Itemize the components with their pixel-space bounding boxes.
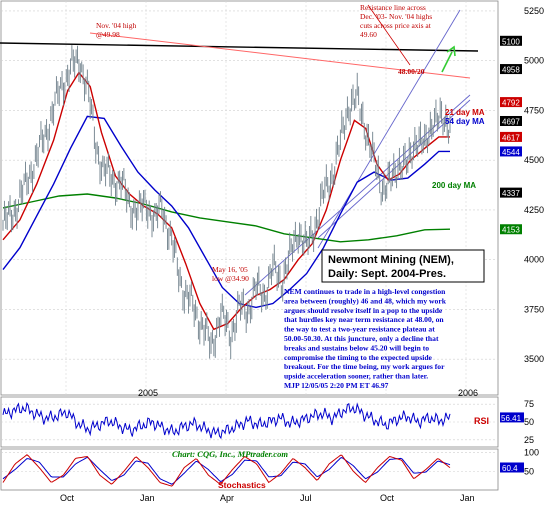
channel-base-line [244,94,471,296]
price-tag-label: 4617 [502,133,520,142]
annotation-may-low: May 16, '05 low @34.90 [212,265,249,283]
commentary-line: that hurdles key near term resistance at… [284,315,444,324]
stoch-y-tick-label: 100 [524,448,539,458]
projection-arrow [441,51,453,73]
y-tick-label: 4750 [524,105,544,115]
commentary-line: compromise the timing to the expected up… [284,353,433,362]
commentary-line: area between (roughly) 46 and 48, which … [284,296,447,305]
price-tag-box [500,146,522,157]
x-year-label: 2006 [458,388,478,398]
y-tick-label: 5000 [524,56,544,66]
price-tags: 5100 4958 4792 4697 4617 4544 4337 4153 [500,35,522,235]
commentary-line: upside acceleration sooner, rather than … [284,372,428,381]
price-tag-box [500,115,522,126]
y-tick-label: 4250 [524,205,544,215]
rsi-grid: 25 50 75 [1,399,534,445]
price-tag-label: 5100 [502,37,520,46]
x-tick-label: Jul [300,493,312,503]
projection-arrow-head [446,45,456,57]
title-box [321,249,485,283]
price-tag-label: 4337 [502,189,520,198]
annotation-pointer [367,4,411,66]
rsi-y-tick-label: 50 [524,417,534,427]
price-tag-label: 4792 [502,99,520,108]
ma200-label: 200 day MA [432,181,476,190]
y-tick-label: 3750 [524,304,544,314]
price-tag-label: 4958 [502,66,520,75]
commentary-line: breaks and sustains below 45.20 will beg… [284,343,429,352]
ma54-line [2,115,450,309]
price-tag-label: 4544 [502,148,520,157]
commentary-line: MJP 12/05/05 2:20 PM ET 46.97 [284,381,389,390]
commentary-text: NEM continues to trade in a high-level c… [284,287,447,390]
chart-credit: Chart: CQG, Inc., MPtrader.com [172,449,288,459]
rsi-value-tag: 56.41 [500,412,524,423]
main-y-axis: 3500 3750 4000 4250 4500 4750 5000 5250 [524,6,544,364]
ma54-label: 54 day MA [445,117,485,126]
annotation-48: 48.00/20 [398,67,425,76]
main-panel [0,0,499,396]
resistance-line [89,32,471,79]
stoch-k-line [2,454,451,487]
stoch-y-tick-label: 50 [524,466,534,476]
trendlines [0,4,479,296]
channel-upper-line [317,9,461,249]
price-tag-label: 4697 [502,117,520,126]
commentary-line: breakout. For the time being, my work ar… [284,362,445,371]
stoch-grid: 50 100 [1,448,539,476]
price-tag-label: 4153 [502,226,520,235]
x-tick-label: Jan [460,493,475,503]
rsi-y-tick-label: 25 [524,435,534,445]
stoch-value-tag: 60.4 [500,462,524,473]
x-tick-label: Oct [380,493,395,503]
main-grid [1,1,498,490]
stoch-panel [0,448,499,491]
resistance-plateau-line [0,42,479,52]
annotation-nov-high: Nov. '04 high @49.98 [96,21,136,39]
commentary-line: the way to test a two-year resistance pl… [284,325,435,334]
x-axis: Oct Jan Apr Jul Oct Jan 2005 2006 [60,388,478,503]
y-tick-label: 5250 [524,6,544,16]
rsi-line [2,401,451,440]
y-tick-label: 3500 [524,354,544,364]
x-tick-label: Jan [140,493,155,503]
commentary-line: NEM continues to trade in a high-level c… [284,287,446,296]
stoch-tag-box [500,462,524,473]
commentary-line: argues should resolve itself in a pop to… [284,306,443,315]
price-tag-box [500,35,522,46]
x-year-label: 2005 [138,388,158,398]
rsi-tag-label: 56.41 [501,414,522,423]
price-tag-box [500,64,522,75]
x-tick-label: Oct [60,493,75,503]
stoch-d-line [2,456,451,485]
commentary-line: 50.00-50.30. At this juncture, only a de… [284,334,439,343]
chart-title: Newmont Mining (NEM), Daily: Sept. 2004-P… [328,254,454,280]
price-tag-box [500,97,522,108]
x-tick-label: Apr [220,493,234,503]
y-tick-label: 4500 [524,155,544,165]
price-bars [2,45,451,360]
stoch-tag-label: 60.4 [502,464,518,473]
ma200-line [2,193,451,243]
ma21-label: 21 day MA [445,108,485,117]
annotation-resistance: Resistance line across Dec. '03- Nov. '04… [360,3,432,39]
stoch-label: Stochastics [218,480,266,490]
rsi-y-tick-label: 75 [524,399,534,409]
y-tick-label: 4000 [524,255,544,265]
price-tag-box [500,224,522,235]
price-tag-box [500,131,522,142]
rsi-tag-box [500,412,524,423]
rsi-label: RSI [474,416,489,426]
price-tag-box [500,187,522,198]
